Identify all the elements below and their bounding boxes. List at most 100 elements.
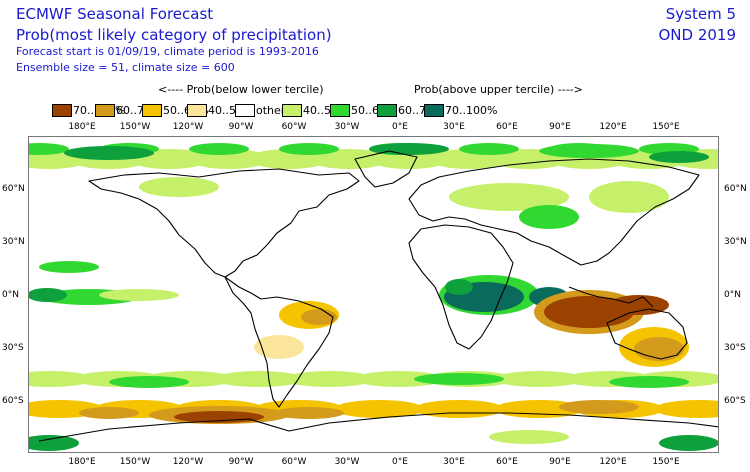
latitude-label: 30°S	[724, 343, 746, 353]
precipitation-map	[28, 136, 719, 453]
longitude-label: 60°E	[496, 457, 518, 467]
dry-anomaly-region	[414, 400, 504, 418]
legend-item: 70..100%	[424, 103, 497, 117]
longitude-label: 60°E	[496, 122, 518, 132]
dry-anomaly-region	[274, 407, 344, 419]
legend-swatch	[142, 103, 162, 117]
wet-anomaly-region	[64, 146, 154, 160]
latitude-label: 0°N	[724, 290, 741, 300]
dry-anomaly-region	[254, 335, 304, 359]
legend-swatch	[187, 103, 207, 117]
page-title: ECMWF Seasonal Forecast	[16, 5, 214, 23]
dry-anomaly-region	[174, 411, 264, 423]
longitude-label: 30°E	[443, 122, 465, 132]
wet-anomaly-region	[284, 371, 374, 387]
wet-anomaly-region	[649, 151, 709, 163]
latitude-label: 60°N	[2, 184, 25, 194]
latitude-label: 30°S	[2, 343, 24, 353]
wet-anomaly-region	[609, 376, 689, 388]
latitude-label: 30°N	[724, 237, 747, 247]
longitude-label: 120°W	[172, 122, 204, 132]
wet-anomaly-region	[29, 143, 69, 155]
coastline-north-america	[88, 168, 360, 278]
legend-swatch	[330, 103, 350, 117]
legend-swatch	[282, 103, 302, 117]
legend-label: other	[256, 103, 286, 117]
above-tercile-label: Prob(above upper tercile) ---->	[414, 83, 583, 96]
wet-anomaly-region	[109, 376, 189, 388]
longitude-label: 150°W	[119, 457, 151, 467]
latitude-label: 60°N	[724, 184, 747, 194]
longitude-label: 150°W	[119, 122, 151, 132]
wet-anomaly-region	[414, 373, 504, 385]
legend-swatch	[235, 103, 255, 117]
latitude-label: 60°S	[724, 396, 746, 406]
latitude-label: 0°N	[2, 290, 19, 300]
wet-anomaly-region	[369, 143, 449, 155]
longitude-label: 30°W	[334, 457, 360, 467]
coastline-south-america	[224, 276, 334, 408]
wet-anomaly-region	[29, 435, 79, 451]
ensemble-info: Ensemble size = 51, climate size = 600	[16, 61, 235, 74]
latitude-label: 60°S	[2, 396, 24, 406]
longitude-label: 120°W	[172, 457, 204, 467]
wet-anomaly-region	[139, 177, 219, 197]
coastline-indonesia	[568, 286, 654, 308]
coastline-africa	[408, 224, 514, 350]
wet-anomaly-region	[489, 430, 569, 444]
longitude-label: 60°W	[281, 122, 307, 132]
coastline-greenland	[354, 150, 418, 188]
longitude-label: 120°E	[599, 122, 627, 132]
dry-anomaly-region	[654, 400, 718, 418]
dry-anomaly-region	[334, 400, 424, 418]
legend-swatch	[52, 103, 72, 117]
map-canvas	[29, 143, 718, 451]
coastline-eurasia	[408, 158, 700, 266]
longitude-label: 0°E	[392, 457, 408, 467]
period-label: OND 2019	[658, 26, 736, 44]
legend-swatch	[377, 103, 397, 117]
wet-anomaly-region	[309, 149, 389, 169]
wet-anomaly-region	[99, 289, 179, 301]
system-label: System 5	[665, 5, 736, 23]
wet-anomaly-region	[519, 205, 579, 229]
wet-anomaly-region	[659, 435, 718, 451]
coastline-antarctica	[38, 412, 718, 442]
legend-item: other	[235, 103, 285, 117]
wet-anomaly-region	[494, 371, 584, 387]
longitude-label: 90°E	[549, 457, 571, 467]
wet-anomaly-region	[354, 371, 444, 387]
longitude-label: 150°E	[652, 457, 680, 467]
longitude-label: 150°E	[652, 122, 680, 132]
wet-anomaly-region	[214, 371, 304, 387]
dry-anomaly-region	[79, 407, 139, 419]
wet-anomaly-region	[29, 288, 67, 302]
wet-anomaly-region	[539, 144, 639, 158]
latitude-label: 30°N	[2, 237, 25, 247]
longitude-label: 0°E	[392, 122, 408, 132]
dry-anomaly-region	[634, 337, 684, 361]
coastline-australia	[606, 308, 688, 360]
wet-anomaly-region	[459, 143, 519, 155]
dry-anomaly-region	[609, 295, 669, 315]
forecast-info: Forecast start is 01/09/19, climate peri…	[16, 45, 319, 58]
longitude-label: 90°W	[228, 122, 254, 132]
legend-swatch	[424, 103, 444, 117]
legend-label: 70..100%	[445, 103, 498, 117]
wet-anomaly-region	[449, 183, 569, 211]
longitude-label: 90°W	[228, 457, 254, 467]
longitude-label: 180°E	[68, 457, 96, 467]
wet-anomaly-region	[445, 279, 473, 295]
dry-anomaly-region	[301, 309, 337, 325]
longitude-label: 30°E	[443, 457, 465, 467]
wet-anomaly-region	[589, 181, 669, 213]
dry-anomaly-region	[559, 400, 639, 414]
longitude-label: 90°E	[549, 122, 571, 132]
wet-anomaly-region	[29, 371, 94, 387]
wet-anomaly-region	[189, 143, 249, 155]
page-subtitle: Prob(most likely category of precipitati…	[16, 26, 332, 44]
wet-anomaly-region	[39, 261, 99, 273]
longitude-label: 180°E	[68, 122, 96, 132]
longitude-label: 120°E	[599, 457, 627, 467]
legend-swatch	[95, 103, 115, 117]
